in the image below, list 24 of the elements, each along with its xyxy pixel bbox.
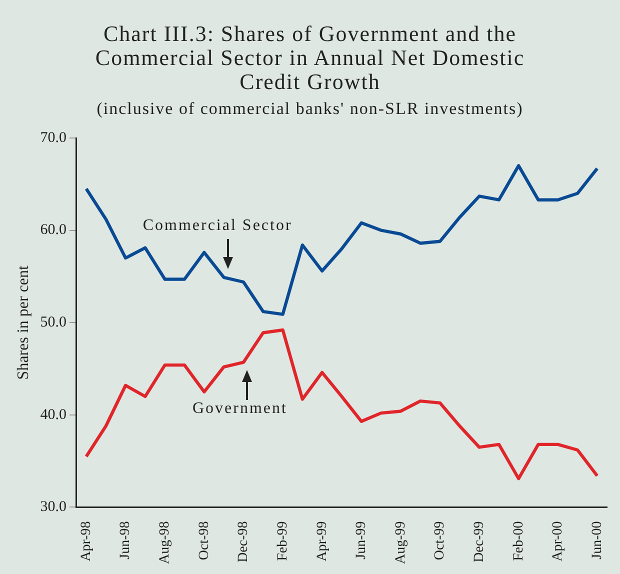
chart-subtitle: (inclusive of commercial banks' non-SLR investments): [96, 99, 524, 119]
y-tick-label: 70.0: [40, 130, 66, 146]
x-tick-label: Apr-00: [550, 521, 566, 562]
x-tick-label: Aug-98: [158, 521, 173, 564]
x-tick-label: Aug-99: [393, 521, 408, 564]
x-tick-label: Feb-99: [275, 521, 290, 561]
x-tick-label: Dec-99: [472, 521, 487, 562]
x-tick-label: Jun-98: [118, 521, 134, 560]
y-tick-label: 60.0: [40, 222, 66, 238]
x-tick-label: Apr-98: [78, 521, 94, 562]
series-label: Commercial Sector: [142, 217, 292, 236]
x-tick-label: Feb-00: [511, 521, 526, 561]
y-tick-label: 30.0: [40, 499, 66, 516]
x-tick-label: Dec-98: [236, 521, 252, 562]
y-tick-label: 40.0: [40, 406, 66, 423]
series-label: Government: [192, 400, 288, 418]
x-tick-label: Apr-99: [314, 521, 330, 562]
y-tick-label: 50.0: [40, 314, 66, 331]
x-tick-label: Oct-98: [196, 521, 212, 560]
chart-title: Chart III.3: Shares of Government and the Commercial Sector in Annual Net Domestic Credit Growth: [94, 21, 526, 94]
y-axis-title: Shares in per cent: [14, 264, 32, 380]
x-tick-label: Jun-99: [354, 521, 370, 560]
x-tick-label: Oct-99: [432, 521, 448, 560]
x-tick-label: Jun-00: [590, 521, 605, 560]
